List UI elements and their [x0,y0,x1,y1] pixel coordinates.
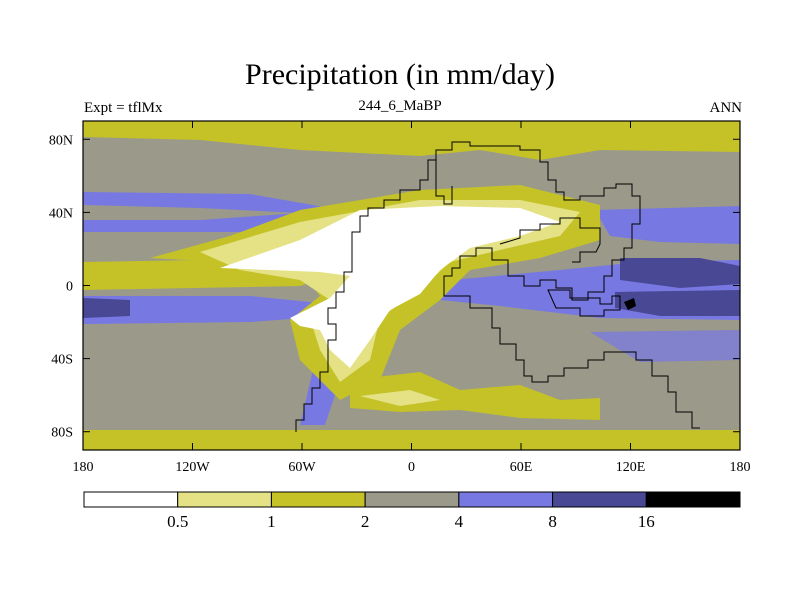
coastline-east-asia [499,217,601,263]
y-axis: 80N 40N 0 40S 80S [49,133,740,441]
precipitation-field [83,121,740,450]
field-pacific-deep [83,298,130,318]
colorbar-label: 2 [361,512,370,531]
colorbar-swatch [645,491,741,508]
x-tick-label: 120E [616,460,646,475]
field-nh-stormtrack-inner [83,205,300,220]
colorbar: 0.5 1 2 4 8 16 [83,491,741,531]
field-wpac-deep [620,258,740,288]
y-tick-label: 40S [51,353,73,368]
colorbar-label: 16 [638,512,655,531]
y-tick-label: 80N [49,133,73,148]
y-tick-label: 40N [49,206,73,221]
colorbar-swatch [552,491,647,508]
colorbar-swatch [270,491,366,508]
field-antarctic-band [83,430,740,450]
x-tick-label: 0 [408,460,415,475]
colorbar-swatch [458,491,554,508]
y-tick-label: 80S [51,426,73,441]
chart-subtitle: 244_6_MaBP [358,98,442,114]
x-tick-label: 180 [73,460,94,475]
y-tick-label: 0 [66,280,73,295]
field-arctic-wave [83,137,740,160]
continent-outlines [295,141,700,432]
x-axis: 180 120W 60W 0 60E 120E 180 [73,121,751,475]
field-south-indian-band [590,330,740,362]
field-south-olive [350,372,600,420]
x-tick-label: 60W [288,460,316,475]
field-warm-pool-deep [615,290,740,316]
coastline-greenland [435,150,453,205]
colorbar-swatch [364,491,460,508]
field-itcz-pacific [83,296,330,324]
experiment-label: Expt = tflMx [84,100,163,116]
colorbar-label: 1 [267,512,276,531]
field-npac-track [595,206,740,244]
colorbar-swatch [83,491,179,508]
coastline-maritime [547,289,621,317]
colorbar-label: 4 [455,512,464,531]
field-warm-pool-max [624,298,636,310]
x-tick-label: 120W [175,460,210,475]
x-tick-label: 180 [730,460,751,475]
field-continent-dry [220,206,560,368]
field-south-light [360,390,440,406]
season-label: ANN [709,100,743,116]
chart-title: Precipitation (in mm/day) [245,58,555,91]
coastline-continent [295,141,700,432]
colorbar-label: 8 [548,512,557,531]
colorbar-label: 0.5 [167,512,188,531]
x-tick-label: 60E [510,460,533,475]
colorbar-swatch [177,491,272,508]
field-arctic-band [83,121,740,137]
